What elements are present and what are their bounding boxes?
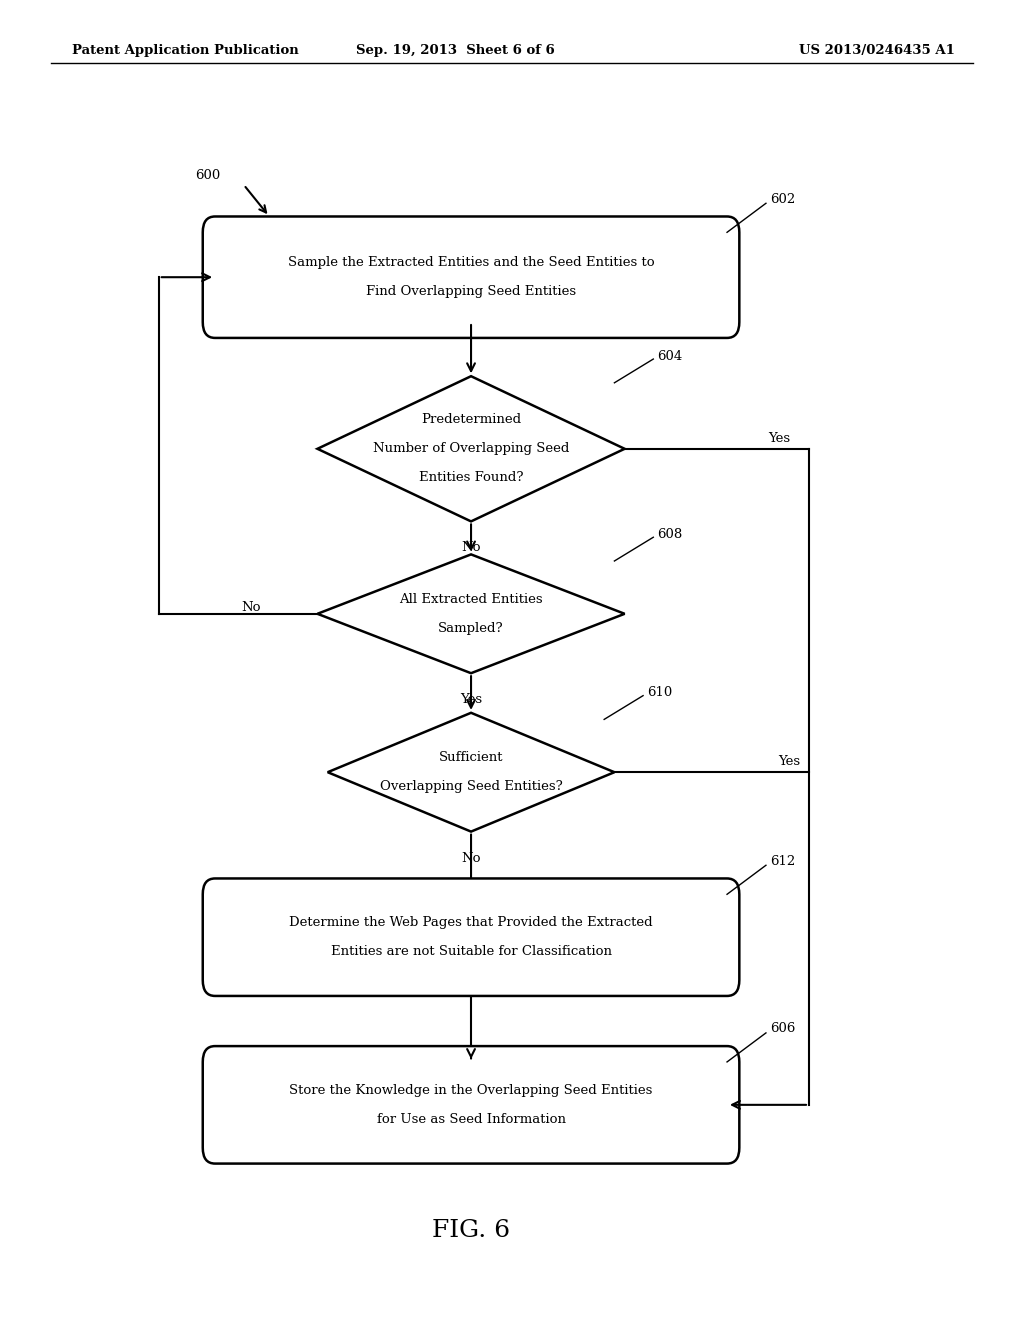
Text: Patent Application Publication: Patent Application Publication bbox=[72, 44, 298, 57]
Text: Sufficient: Sufficient bbox=[439, 751, 503, 764]
Text: US 2013/0246435 A1: US 2013/0246435 A1 bbox=[799, 44, 954, 57]
Text: 610: 610 bbox=[647, 686, 673, 700]
Polygon shape bbox=[317, 554, 625, 673]
Text: No: No bbox=[461, 541, 481, 554]
Text: No: No bbox=[242, 601, 261, 614]
Text: Determine the Web Pages that Provided the Extracted: Determine the Web Pages that Provided th… bbox=[289, 916, 653, 929]
Text: 608: 608 bbox=[657, 528, 683, 541]
Text: 602: 602 bbox=[770, 193, 796, 206]
Text: FIG. 6: FIG. 6 bbox=[432, 1218, 510, 1242]
Polygon shape bbox=[328, 713, 614, 832]
Text: Sep. 19, 2013  Sheet 6 of 6: Sep. 19, 2013 Sheet 6 of 6 bbox=[356, 44, 555, 57]
Text: Yes: Yes bbox=[460, 693, 482, 706]
Text: 606: 606 bbox=[770, 1023, 796, 1035]
Text: 612: 612 bbox=[770, 855, 796, 867]
Text: Yes: Yes bbox=[778, 755, 801, 768]
Text: Sample the Extracted Entities and the Seed Entities to: Sample the Extracted Entities and the Se… bbox=[288, 256, 654, 269]
Text: Sampled?: Sampled? bbox=[438, 622, 504, 635]
FancyBboxPatch shape bbox=[203, 216, 739, 338]
Text: No: No bbox=[461, 851, 481, 865]
Text: Find Overlapping Seed Entities: Find Overlapping Seed Entities bbox=[366, 285, 577, 298]
Polygon shape bbox=[317, 376, 625, 521]
Text: Overlapping Seed Entities?: Overlapping Seed Entities? bbox=[380, 780, 562, 793]
Text: Entities Found?: Entities Found? bbox=[419, 471, 523, 484]
Text: Yes: Yes bbox=[768, 432, 791, 445]
Text: All Extracted Entities: All Extracted Entities bbox=[399, 593, 543, 606]
Text: Number of Overlapping Seed: Number of Overlapping Seed bbox=[373, 442, 569, 455]
Text: Predetermined: Predetermined bbox=[421, 413, 521, 426]
FancyBboxPatch shape bbox=[203, 1045, 739, 1164]
Text: 604: 604 bbox=[657, 350, 683, 363]
FancyBboxPatch shape bbox=[203, 879, 739, 997]
Text: for Use as Seed Information: for Use as Seed Information bbox=[377, 1113, 565, 1126]
Text: 600: 600 bbox=[195, 169, 220, 182]
Text: Store the Knowledge in the Overlapping Seed Entities: Store the Knowledge in the Overlapping S… bbox=[290, 1084, 652, 1097]
Text: Entities are not Suitable for Classification: Entities are not Suitable for Classifica… bbox=[331, 945, 611, 958]
